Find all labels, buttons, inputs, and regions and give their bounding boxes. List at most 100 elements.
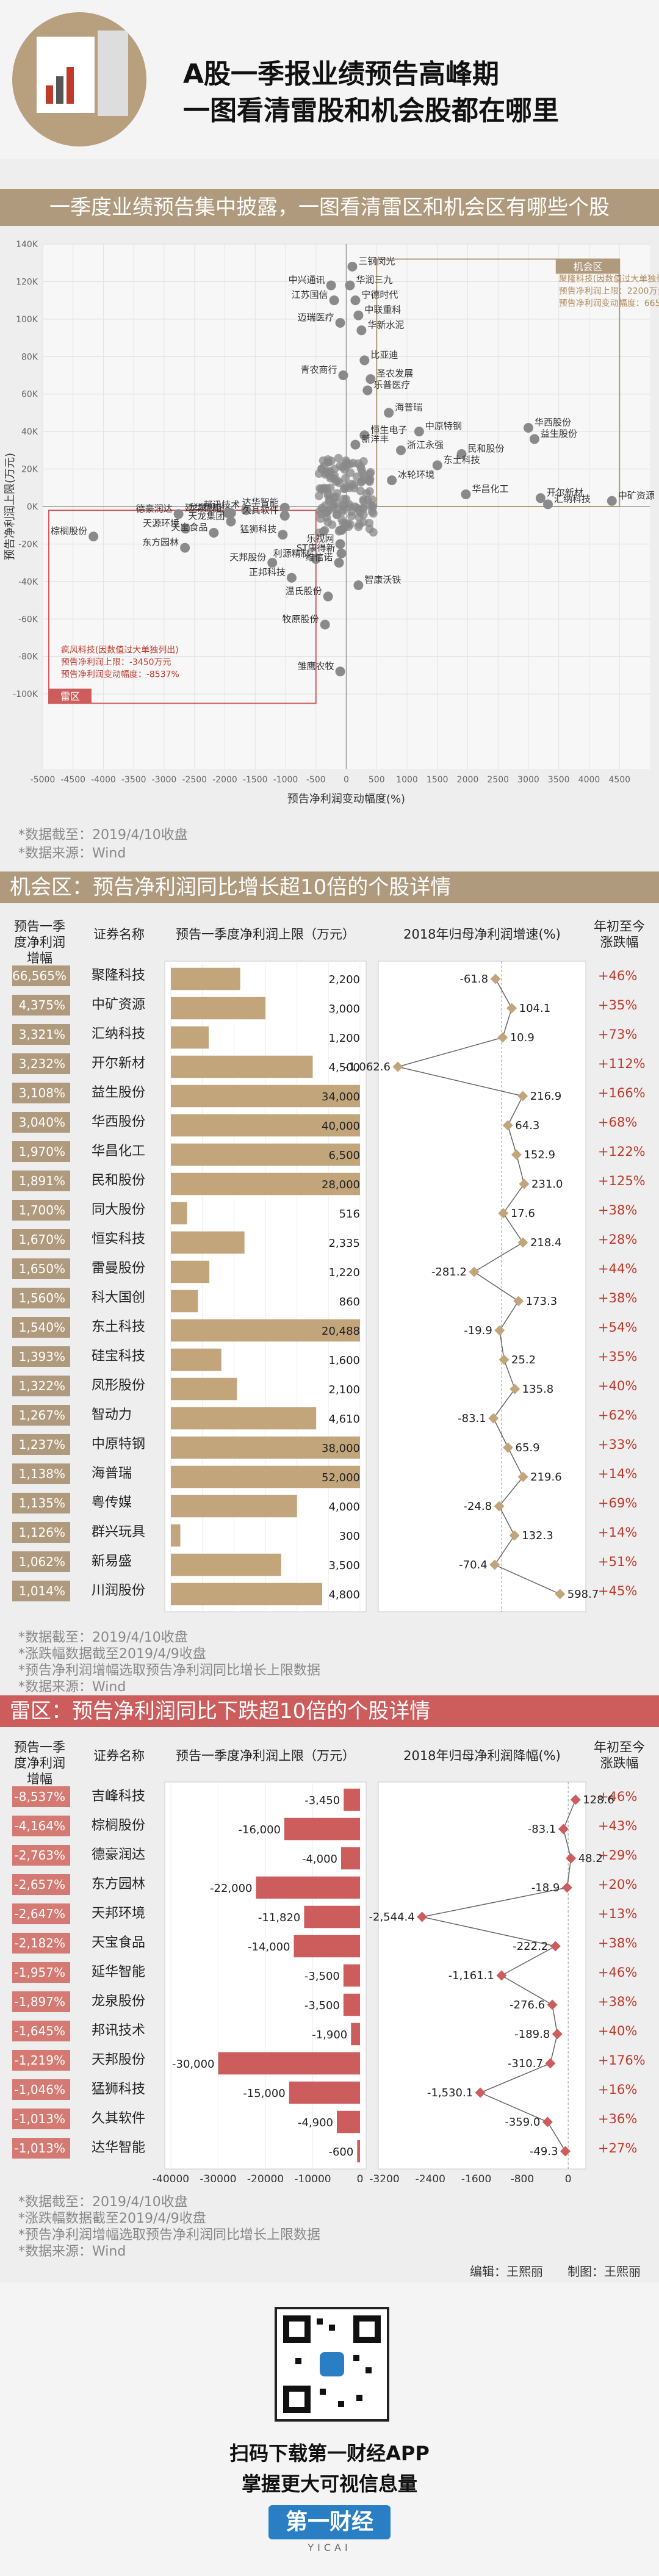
opportunity-zone-label: 机会区 (574, 261, 603, 273)
scatter-point-label: 民和股份 (468, 443, 505, 454)
row-return: +35% (598, 998, 638, 1012)
growth-value: 64.3 (515, 1119, 539, 1132)
scatter-point-label: 德豪润达 (136, 503, 173, 514)
row-stock-name: 益生股份 (92, 1085, 146, 1100)
row-return: +46% (598, 1965, 638, 1980)
row-return: +44% (598, 1261, 638, 1276)
growth-point (498, 1208, 509, 1219)
limit-value: -4,000 (302, 1853, 337, 1866)
scatter-point-cluster (341, 474, 350, 483)
scatter-point-label: 乐视网 (307, 533, 334, 544)
x-tick-label: 500 (369, 775, 385, 785)
row-return: +20% (598, 1877, 638, 1892)
row-stock-name: 棕榈股份 (92, 1818, 146, 1833)
row-stock-name: 久其软件 (92, 2111, 146, 2126)
x-tick-label: -3500 (121, 775, 146, 785)
growth-value: -1,530.1 (427, 2087, 473, 2099)
row-stock-name: 聚隆科技 (92, 968, 146, 983)
growth-tick-label: -400 (451, 1616, 475, 1617)
row-stock-name: 延华智能 (92, 1964, 146, 1980)
scatter-point-cluster (331, 505, 340, 514)
row-stock-name: 猛狮科技 (92, 2082, 146, 2097)
growth-point (488, 1413, 499, 1424)
danger-col-name: 证券名称 (93, 1748, 145, 1763)
row-stock-name: 汇纳科技 (92, 1026, 146, 1042)
growth-point (510, 1384, 520, 1394)
row-pct: -2,182% (12, 1933, 70, 1954)
limit-bar (171, 1114, 360, 1137)
limit-value: -22,000 (210, 1882, 252, 1895)
limit-bar (171, 1524, 181, 1547)
row-pct: -1,645% (12, 2021, 70, 2041)
row-return: +13% (598, 1907, 638, 1921)
limit-tick-label: 0 (357, 2173, 364, 2182)
opportunity-charts: 0 1000 2000 3000 4000 5000 6000-1200 -800 -400 0 4… (164, 961, 599, 1617)
limit-bar (171, 1495, 297, 1518)
y-tick-label: 0K (27, 502, 38, 512)
y-tick-label: 100K (16, 315, 38, 325)
growth-value: 48.2 (578, 1852, 603, 1865)
scatter-point-cluster (323, 455, 333, 464)
limit-value: 38,000 (322, 1442, 360, 1455)
growth-tick-label: 800 (570, 1616, 589, 1617)
limit-value: 4,000 (328, 1501, 360, 1513)
scatter-point-label: 天邦股份 (229, 552, 266, 563)
limit-bar (171, 1348, 221, 1371)
row-pct: 1,393% (12, 1346, 70, 1367)
opp-note-1: *数据截至：2019/4/10收盘 (18, 1630, 188, 1645)
row-stock-name: 群兴玩具 (92, 1524, 146, 1540)
scatter-point-label: 迈瑞医疗 (298, 312, 334, 323)
scatter-point-label: 华昌化工 (472, 483, 509, 494)
scatter-point-cluster (345, 460, 355, 469)
scatter-point-label: 宁德时代 (361, 289, 398, 300)
scatter-point (326, 280, 336, 290)
scatter-point (345, 280, 355, 290)
growth-value: 10.9 (510, 1031, 535, 1044)
row-return: +122% (598, 1144, 646, 1159)
x-tick-label: 1500 (427, 775, 448, 785)
danger-col-return: 年初至今涨跌幅 (594, 1740, 645, 1770)
scatter-point-label: 久其软件 (242, 505, 279, 516)
scatter-point-label: 中原特钢 (425, 420, 462, 431)
scatter-point (329, 295, 339, 306)
limit-value: 4,800 (328, 1589, 360, 1601)
growth-value: -83.1 (528, 1823, 556, 1836)
row-pct: 1,970% (12, 1141, 70, 1162)
row-pct: -1,897% (12, 1991, 70, 2012)
row-stock-name: 新易盛 (92, 1554, 132, 1569)
limit-tick-label: -40000 (153, 2173, 189, 2182)
growth-tick-label: -2400 (416, 2173, 445, 2182)
scatter-point (279, 502, 290, 513)
growth-value: 25.2 (511, 1354, 536, 1366)
scatter-point-cluster (365, 487, 374, 496)
growth-point (509, 1530, 520, 1541)
qr-code-icon[interactable] (275, 2307, 389, 2422)
growth-point (475, 2087, 486, 2098)
opportunity-annotation: 聚隆科技(因数值过大单独列出) (559, 274, 659, 284)
row-pct: -1,013% (12, 2109, 70, 2129)
row-return: +46% (598, 1789, 638, 1804)
limit-value: -14,000 (248, 1941, 290, 1954)
page-subtitle: 一图看清雷股和机会股都在哪里 (183, 95, 559, 126)
limit-value: -600 (328, 2146, 353, 2159)
row-pct: 1,650% (12, 1258, 70, 1279)
limit-tick-label: -30000 (200, 2173, 236, 2182)
limit-bar (171, 1290, 198, 1313)
scatter-point (432, 460, 442, 471)
limit-bar (289, 2081, 360, 2104)
limit-value: 1,200 (328, 1032, 360, 1045)
growth-value: -276.6 (510, 1999, 545, 2011)
row-stock-name: 东土科技 (92, 1319, 146, 1335)
growth-point (392, 1061, 403, 1072)
limit-bar (343, 1964, 360, 1987)
growth-point (561, 1882, 572, 1893)
limit-value: -16,000 (239, 1824, 281, 1836)
row-return: +40% (598, 1379, 638, 1393)
scatter-point-cluster (347, 507, 356, 516)
growth-point (496, 1970, 507, 1981)
limit-value: -4,900 (298, 2116, 333, 2129)
growth-point (513, 1296, 524, 1307)
danger-annotation: 疯风科技(因数值过大单独列出) (61, 646, 179, 655)
limit-value: 6,500 (328, 1149, 360, 1162)
scatter-point (356, 325, 367, 336)
